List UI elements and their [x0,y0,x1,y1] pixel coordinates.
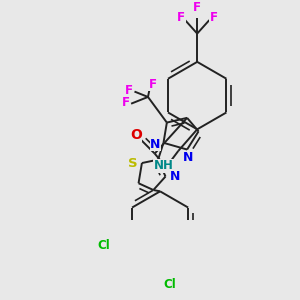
Text: O: O [130,128,142,142]
Text: F: F [193,2,201,14]
Text: F: F [122,96,130,109]
Text: Cl: Cl [163,278,176,291]
Text: S: S [128,157,137,169]
Text: NH: NH [154,159,173,172]
Text: F: F [209,11,217,24]
Text: N: N [183,151,194,164]
Text: N: N [150,138,161,151]
Text: N: N [170,170,180,183]
Text: F: F [125,84,133,97]
Text: Cl: Cl [98,239,110,252]
Text: F: F [177,11,185,24]
Text: F: F [149,78,157,91]
